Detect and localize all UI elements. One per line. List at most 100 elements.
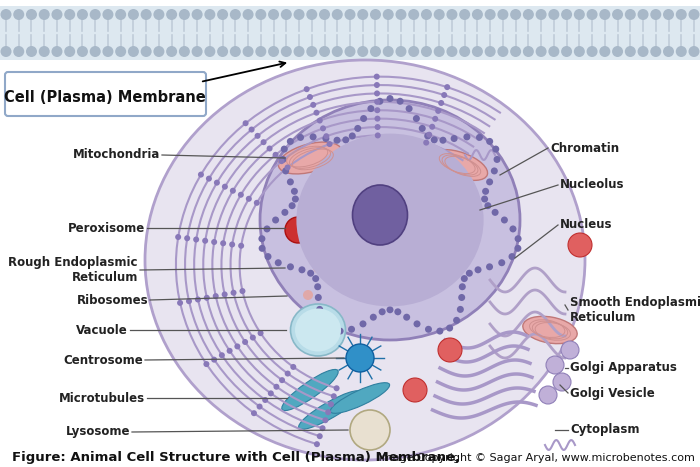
Circle shape [663,46,674,57]
Circle shape [204,295,210,301]
Circle shape [568,233,592,257]
Circle shape [268,46,279,57]
Circle shape [446,325,453,332]
Circle shape [211,357,217,363]
Ellipse shape [290,304,346,356]
Circle shape [128,9,139,20]
Circle shape [574,9,584,20]
Circle shape [523,9,534,20]
Circle shape [272,152,279,158]
Circle shape [327,141,332,147]
Text: Rough Endoplasmic
Reticulum: Rough Endoplasmic Reticulum [8,256,138,284]
Circle shape [676,9,687,20]
Circle shape [102,46,113,57]
Circle shape [287,138,294,145]
Circle shape [214,180,220,186]
Circle shape [272,217,279,224]
Circle shape [438,100,444,106]
Circle shape [281,9,292,20]
Circle shape [484,202,491,209]
Circle shape [357,46,368,57]
Circle shape [307,46,317,57]
Circle shape [206,176,212,182]
Circle shape [227,348,232,354]
Circle shape [255,133,260,139]
Circle shape [476,134,483,141]
Circle shape [211,239,217,245]
Circle shape [274,384,279,390]
Text: Image Copyright © Sagar Aryal, www.microbenotes.com: Image Copyright © Sagar Aryal, www.micro… [375,453,695,463]
Circle shape [166,46,177,57]
Circle shape [102,9,113,20]
Circle shape [498,259,505,266]
Circle shape [395,46,407,57]
Circle shape [426,132,432,138]
Circle shape [561,46,572,57]
Text: Nucleolus: Nucleolus [560,178,624,191]
Circle shape [510,9,521,20]
Circle shape [38,46,50,57]
Circle shape [587,9,598,20]
Circle shape [195,297,201,303]
Circle shape [314,110,319,116]
Ellipse shape [260,100,520,340]
Circle shape [638,9,648,20]
Circle shape [374,91,380,96]
Circle shape [314,283,321,290]
Circle shape [561,9,572,20]
Circle shape [248,127,255,133]
Circle shape [13,9,24,20]
Circle shape [243,120,248,126]
Circle shape [77,46,88,57]
Circle shape [288,202,295,209]
Ellipse shape [296,134,484,306]
Circle shape [377,98,384,105]
Circle shape [425,326,432,333]
Circle shape [612,9,623,20]
Circle shape [539,386,557,404]
Circle shape [192,9,202,20]
Circle shape [386,95,393,102]
Circle shape [141,46,152,57]
Circle shape [307,270,314,277]
Circle shape [303,290,313,300]
Circle shape [650,46,662,57]
Circle shape [383,9,393,20]
Text: Ribosomes: Ribosomes [76,293,148,306]
Circle shape [463,134,470,141]
Circle shape [553,373,571,391]
Circle shape [331,393,337,399]
Circle shape [141,9,152,20]
Circle shape [350,410,390,450]
Circle shape [370,46,381,57]
Circle shape [265,253,272,260]
Ellipse shape [295,309,341,352]
Circle shape [230,188,236,194]
Circle shape [498,9,508,20]
Circle shape [179,46,190,57]
Circle shape [186,298,192,304]
Circle shape [258,245,265,252]
Circle shape [238,243,244,249]
Circle shape [317,118,323,124]
Circle shape [77,9,88,20]
Text: Vacuole: Vacuole [76,324,128,337]
Circle shape [326,409,331,415]
Circle shape [251,410,257,416]
Circle shape [344,46,356,57]
Circle shape [319,46,330,57]
Circle shape [153,9,164,20]
Circle shape [430,136,438,143]
Circle shape [230,290,237,296]
Circle shape [293,9,304,20]
Circle shape [52,9,62,20]
Circle shape [184,235,190,241]
Circle shape [243,9,253,20]
Circle shape [374,99,380,105]
Circle shape [419,125,426,132]
Circle shape [368,105,374,112]
Circle shape [491,168,498,175]
Circle shape [638,46,648,57]
Circle shape [546,356,564,374]
Circle shape [357,9,368,20]
